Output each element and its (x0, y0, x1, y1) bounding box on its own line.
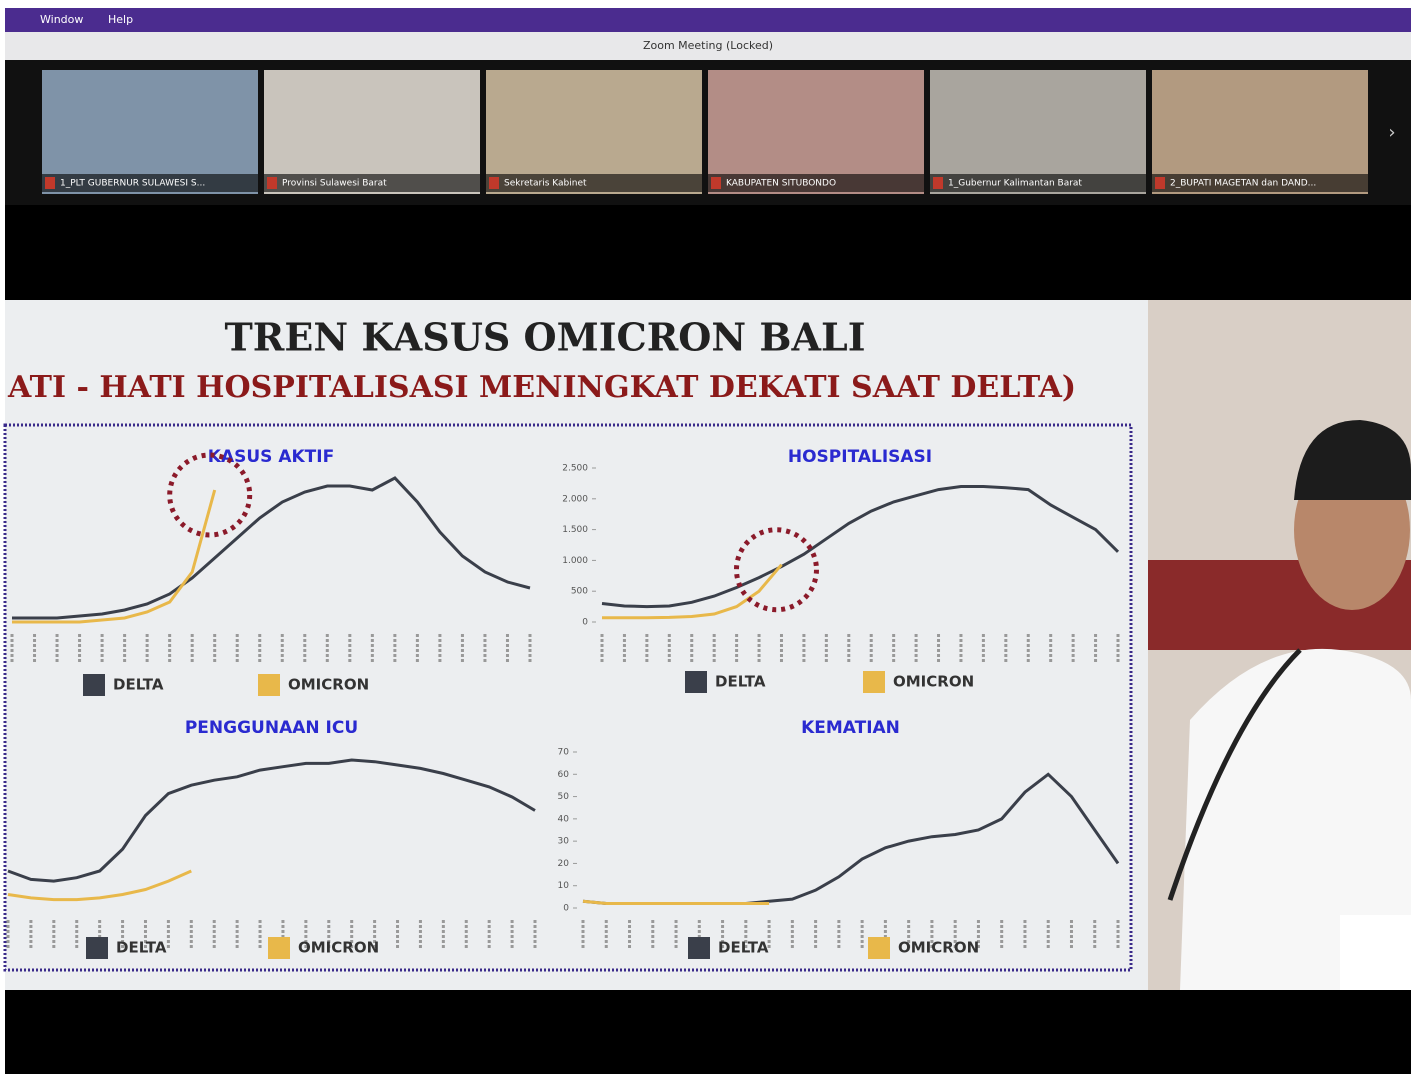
legend-label: DELTA (116, 939, 167, 957)
legend-label: OMICRON (288, 676, 369, 694)
y-tick-label: 60 (558, 770, 570, 780)
mute-icon (933, 177, 943, 189)
y-tick-label: 40 (558, 814, 570, 824)
legend-label: DELTA (715, 673, 766, 691)
y-tick-label: 70 (558, 748, 570, 758)
legend-swatch (86, 937, 108, 959)
legend-label: DELTA (718, 939, 769, 957)
zoom-window: Window Help Zoom Meeting (Locked) › 1_PL… (0, 0, 1416, 1078)
slide-title: TREN KASUS OMICRON BALI (225, 315, 866, 360)
mute-icon (711, 177, 721, 189)
chart-title: KEMATIAN (801, 718, 900, 738)
next-page[interactable]: › (1388, 122, 1395, 143)
legend-swatch (258, 674, 280, 696)
speaker-video (1148, 300, 1411, 990)
y-tick-label: 2.000 (562, 494, 588, 504)
mute-icon (267, 177, 277, 189)
legend-label: DELTA (113, 676, 164, 694)
chart-title: PENGGUNAAN ICU (185, 718, 358, 738)
menu-bar (5, 8, 1411, 32)
mute-icon (1155, 177, 1165, 189)
legend-swatch (83, 674, 105, 696)
participant-name: 1_PLT GUBERNUR SULAWESI S... (60, 179, 205, 189)
y-tick-label: 0 (582, 618, 588, 628)
participant-name: 1_Gubernur Kalimantan Barat (948, 179, 1082, 189)
y-tick-label: 2.500 (562, 464, 588, 474)
participant-name: KABUPATEN SITUBONDO (726, 179, 836, 189)
legend-swatch (685, 671, 707, 693)
participant-name: Sekretaris Kabinet (504, 179, 587, 189)
legend-swatch (268, 937, 290, 959)
legend-swatch (868, 937, 890, 959)
y-tick-label: 10 (558, 881, 570, 891)
legend-swatch (863, 671, 885, 693)
window-title: Zoom Meeting (Locked) (643, 39, 773, 52)
mute-icon (489, 177, 499, 189)
slide-subtitle: ATI - HATI HOSPITALISASI MENINGKAT DEKAT… (7, 370, 1076, 405)
participant-name: 2_BUPATI MAGETAN dan DAND... (1170, 179, 1316, 189)
desk-card (1340, 915, 1411, 990)
y-tick-label: 30 (558, 837, 570, 847)
participant-name: Provinsi Sulawesi Barat (282, 179, 387, 189)
chart-title: HOSPITALISASI (788, 447, 932, 467)
legend-label: OMICRON (898, 939, 979, 957)
menu-item[interactable]: Window (40, 13, 83, 26)
y-tick-label: 0 (563, 904, 569, 914)
menu-item[interactable]: Help (108, 13, 133, 26)
mute-icon (45, 177, 55, 189)
y-tick-label: 500 (571, 587, 588, 597)
chart-title: KASUS AKTIF (208, 447, 334, 467)
page: Window Help Zoom Meeting (Locked) › 1_PL… (0, 0, 1416, 1078)
legend-label: OMICRON (298, 939, 379, 957)
y-tick-label: 20 (558, 859, 570, 869)
y-tick-label: 1.000 (562, 556, 588, 566)
legend-swatch (688, 937, 710, 959)
legend-label: OMICRON (893, 673, 974, 691)
y-tick-label: 50 (558, 792, 570, 802)
y-tick-label: 1.500 (562, 525, 588, 535)
